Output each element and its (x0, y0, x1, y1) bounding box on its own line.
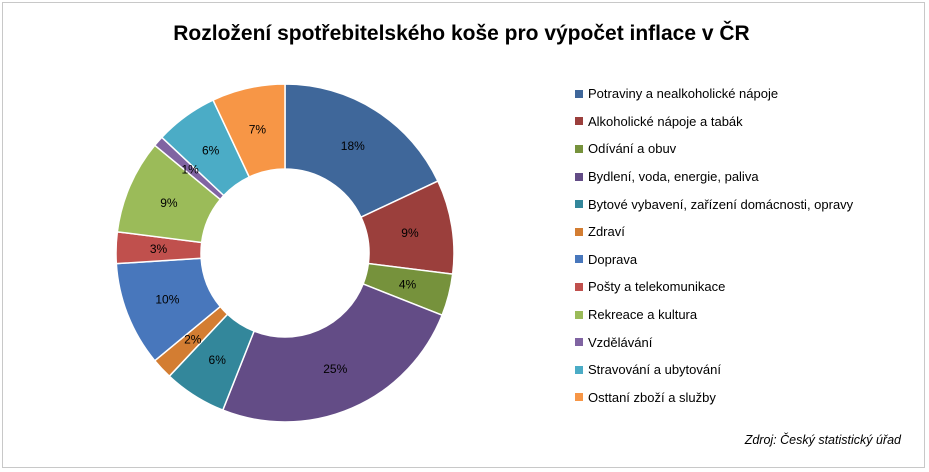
legend-item-posty-a-telekomunikace: Pošty a telekomunikace (575, 273, 915, 301)
chart-title: Rozložení spotřebitelského koše pro výpo… (173, 22, 750, 45)
data-label-doprava: 10% (155, 293, 179, 307)
chart-legend: Potraviny a nealkoholické nápoje Alkoholi… (575, 80, 915, 411)
data-label-vzdelavani: 1% (181, 162, 199, 176)
data-label-bydleni-voda-energie-paliva: 25% (323, 362, 347, 376)
legend-swatch (575, 117, 583, 126)
legend-item-rekreace-a-kultura: Rekreace a kultura (575, 301, 915, 329)
legend-item-potraviny-a-nealkoholicke-napoje: Potraviny a nealkoholické nápoje (575, 80, 915, 108)
legend-label: Potraviny a nealkoholické nápoje (588, 86, 779, 102)
data-label-bytove-vybaveni-zarizeni-domacnosti-opravy: 6% (209, 353, 227, 367)
legend-label: Doprava (588, 251, 638, 267)
legend-label: Odívání a obuv (588, 141, 677, 157)
legend-item-bytove-vybaveni-zarizeni-domacnosti-opravy: Bytové vybavení, zařízení domácnosti, op… (575, 190, 915, 218)
legend-swatch (575, 365, 583, 374)
slice-bydleni-voda-energie-paliva (221, 282, 444, 423)
data-label-alkoholicke-napoje-a-tabak: 9% (401, 226, 419, 240)
legend-swatch (575, 144, 583, 153)
legend-item-bydleni-voda-energie-paliva: Bydlení, voda, energie, paliva (575, 163, 915, 191)
legend-item-zdravi: Zdraví (575, 218, 915, 246)
legend-item-stravovani-a-ubytovani: Stravování a ubytování (575, 356, 915, 384)
data-label-osttani-zbozi-a-sluzby: 7% (249, 123, 267, 137)
legend-swatch (575, 255, 583, 264)
legend-swatch (575, 338, 583, 347)
legend-label: Zdraví (588, 224, 625, 240)
legend-item-vzdelavani: Vzdělávání (575, 328, 915, 356)
data-label-rekreace-a-kultura: 9% (160, 196, 178, 210)
legend-label: Rekreace a kultura (588, 307, 698, 323)
data-label-stravovani-a-ubytovani: 6% (202, 144, 220, 158)
legend-item-doprava: Doprava (575, 246, 915, 274)
legend-label: Alkoholické nápoje a tabák (588, 113, 743, 129)
legend-label: Bytové vybavení, zařízení domácnosti, op… (588, 196, 854, 212)
legend-swatch (575, 310, 583, 319)
legend-item-alkoholicke-napoje-a-tabak: Alkoholické nápoje a tabák (575, 108, 915, 136)
data-label-odivani-a-obuv: 4% (399, 277, 417, 291)
legend-swatch (575, 172, 583, 181)
legend-swatch (575, 89, 583, 98)
legend-swatch (575, 200, 583, 209)
legend-label: Pošty a telekomunikace (588, 279, 726, 295)
legend-item-odivani-a-obuv: Odívání a obuv (575, 135, 915, 163)
legend-label: Stravování a ubytování (588, 362, 721, 378)
legend-label: Bydlení, voda, energie, paliva (588, 169, 759, 185)
legend-swatch (575, 393, 583, 402)
legend-label: Vzdělávání (588, 334, 653, 350)
data-label-posty-a-telekomunikace: 3% (150, 242, 168, 256)
data-label-zdravi: 2% (184, 333, 202, 347)
legend-item-osttani-zbozi-a-sluzby: Osttaní zboží a služby (575, 384, 915, 412)
slice-potraviny-a-nealkoholicke-napoje (284, 83, 439, 219)
slice-osttani-zbozi-a-sluzby (212, 83, 286, 178)
source-note: Zdroj: Český statistický úřad (744, 433, 901, 447)
legend-swatch (575, 282, 583, 291)
legend-label: Osttaní zboží a služby (588, 389, 716, 405)
legend-swatch (575, 227, 583, 236)
data-label-potraviny-a-nealkoholicke-napoje: 18% (341, 139, 365, 153)
